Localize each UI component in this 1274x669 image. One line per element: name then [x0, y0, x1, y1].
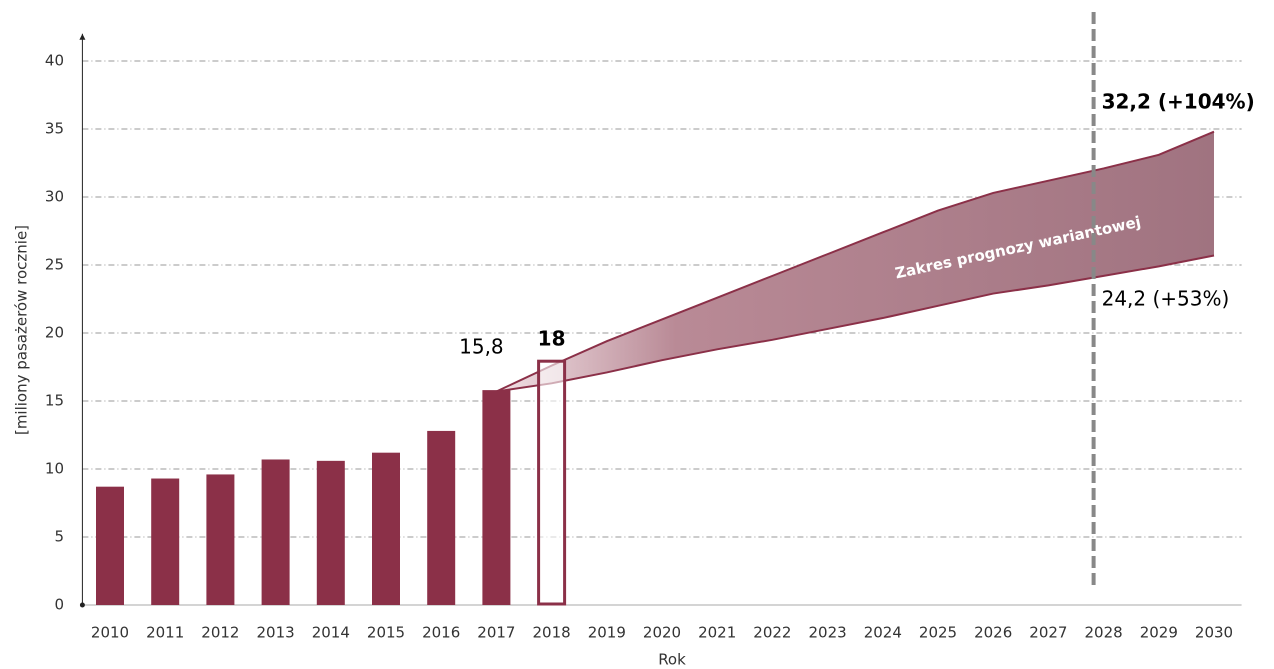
- bar: [151, 478, 180, 605]
- axis-arrow: [79, 33, 86, 40]
- y-tick-label: 15: [45, 392, 64, 410]
- y-tick-label: 25: [45, 256, 64, 274]
- x-axis-title: Rok: [658, 651, 686, 669]
- forecast-band: [496, 131, 1214, 392]
- bar: [482, 390, 511, 605]
- x-tick-label: 2020: [643, 624, 681, 642]
- x-tick-label: 2012: [201, 624, 239, 642]
- x-tick-label: 2029: [1140, 624, 1178, 642]
- x-tick-label: 2019: [588, 624, 626, 642]
- bar: [537, 359, 567, 606]
- x-tick-label: 2015: [367, 624, 405, 642]
- x-tick-label: 2021: [698, 624, 736, 642]
- x-tick-label: 2025: [919, 624, 957, 642]
- x-tick-label: 2014: [312, 624, 350, 642]
- bar: [372, 452, 400, 605]
- annotation: 32,2 (+104%): [1102, 90, 1255, 114]
- y-tick-label: 10: [45, 460, 64, 478]
- y-tick-label: 40: [45, 52, 64, 70]
- y-tick-label: 0: [54, 596, 64, 614]
- bar: [261, 459, 290, 605]
- x-tick-label: 2027: [1029, 624, 1067, 642]
- y-tick-label: 20: [45, 324, 64, 342]
- y-tick-label: 30: [45, 188, 64, 206]
- y-tick-label: 5: [54, 528, 64, 546]
- y-tick-label: 35: [45, 120, 64, 138]
- x-tick-label: 2024: [864, 624, 902, 642]
- x-tick-label: 2017: [477, 624, 515, 642]
- annotation: 24,2 (+53%): [1102, 286, 1230, 310]
- bar: [206, 474, 235, 605]
- bar: [96, 486, 124, 605]
- x-tick-label: 2026: [974, 624, 1012, 642]
- x-tick-label: 2013: [257, 624, 295, 642]
- value-label: 15,8: [459, 335, 504, 359]
- x-tick-label: 2028: [1085, 624, 1123, 642]
- x-tick-label: 2010: [91, 624, 129, 642]
- bar: [427, 430, 456, 605]
- x-tick-label: 2016: [422, 624, 460, 642]
- x-tick-label: 2018: [533, 624, 571, 642]
- axis-origin: [79, 602, 85, 608]
- x-tick-label: 2030: [1195, 624, 1233, 642]
- bar: [316, 460, 345, 605]
- x-tick-label: 2023: [809, 624, 847, 642]
- x-tick-label: 2011: [146, 624, 184, 642]
- y-axis-title: [miliony pasażerów rocznie]: [13, 225, 31, 435]
- value-label: 18: [538, 327, 566, 351]
- x-tick-label: 2022: [753, 624, 791, 642]
